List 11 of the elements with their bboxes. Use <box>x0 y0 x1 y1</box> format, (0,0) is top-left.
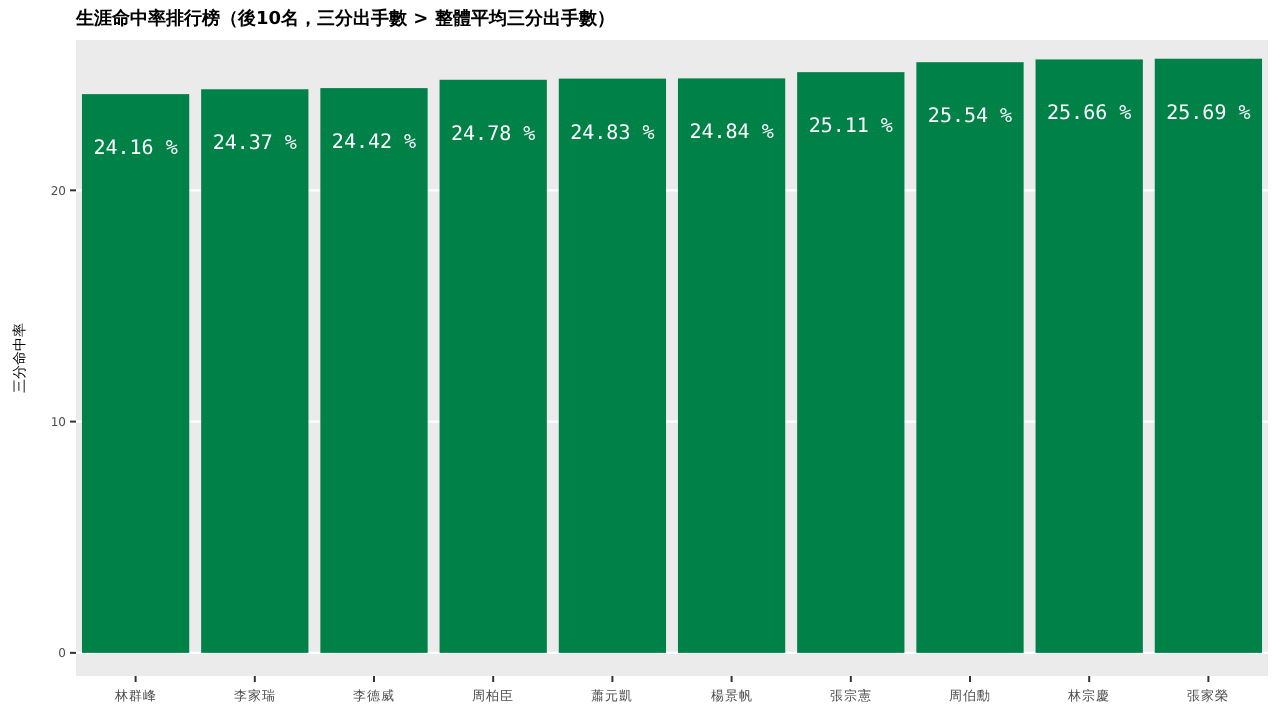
data-label: 25.69 % <box>1166 102 1251 125</box>
chart-title: 生涯命中率排行榜（後10名，三分出手數 > 整體平均三分出手數） <box>74 8 615 30</box>
data-label: 24.84 % <box>689 122 774 145</box>
data-label: 24.78 % <box>451 123 536 146</box>
data-label: 24.42 % <box>331 132 417 155</box>
data-label: 25.54 % <box>927 106 1013 129</box>
data-label: 24.83 % <box>570 122 655 145</box>
data-label: 25.11 % <box>808 116 893 139</box>
data-label: 25.66 % <box>1047 103 1132 126</box>
data-label: 24.16 % <box>93 138 178 161</box>
data-label: 24.37 % <box>212 133 297 156</box>
